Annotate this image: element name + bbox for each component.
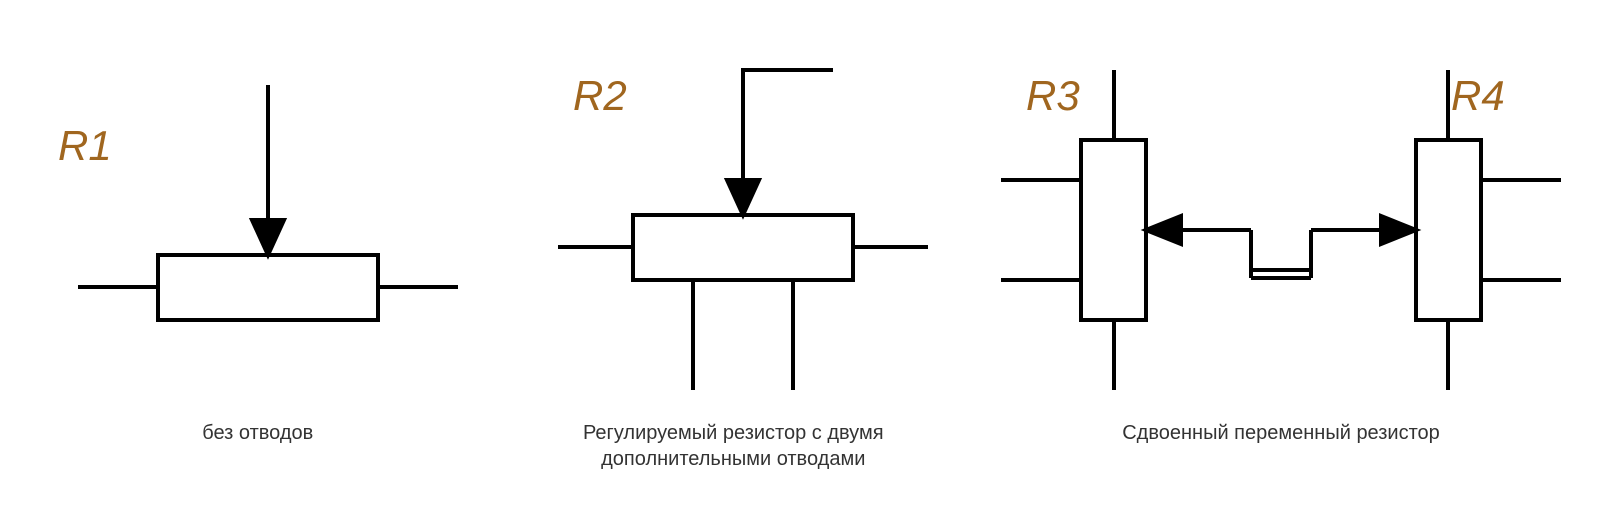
panel-r2: R2 Регулируемый резистор с двумя дополни… xyxy=(496,20,972,472)
diagram-r2: R2 xyxy=(513,20,953,420)
label-r1: R1 xyxy=(58,122,112,169)
diagram-r3r4: R3 R4 xyxy=(971,20,1591,420)
panel-r1: R1 без отводов xyxy=(20,20,496,446)
svg-r2: R2 xyxy=(513,30,953,410)
caption-r2: Регулируемый резистор с двумя дополнител… xyxy=(583,420,884,472)
svg-r1: R1 xyxy=(38,30,478,410)
symbol-r1 xyxy=(78,85,458,320)
caption-r3r4: Сдвоенный переменный резистор xyxy=(1122,420,1440,446)
panel-r3r4: R3 R4 xyxy=(971,20,1591,446)
label-r4: R4 xyxy=(1451,72,1505,119)
svg-r3r4: R3 R4 xyxy=(971,30,1591,410)
diagram-row: R1 без отводов R2 xyxy=(0,0,1611,472)
label-r3: R3 xyxy=(1026,72,1080,119)
label-r2: R2 xyxy=(573,72,627,119)
caption-r1: без отводов xyxy=(202,420,313,446)
diagram-r1: R1 xyxy=(38,20,478,420)
